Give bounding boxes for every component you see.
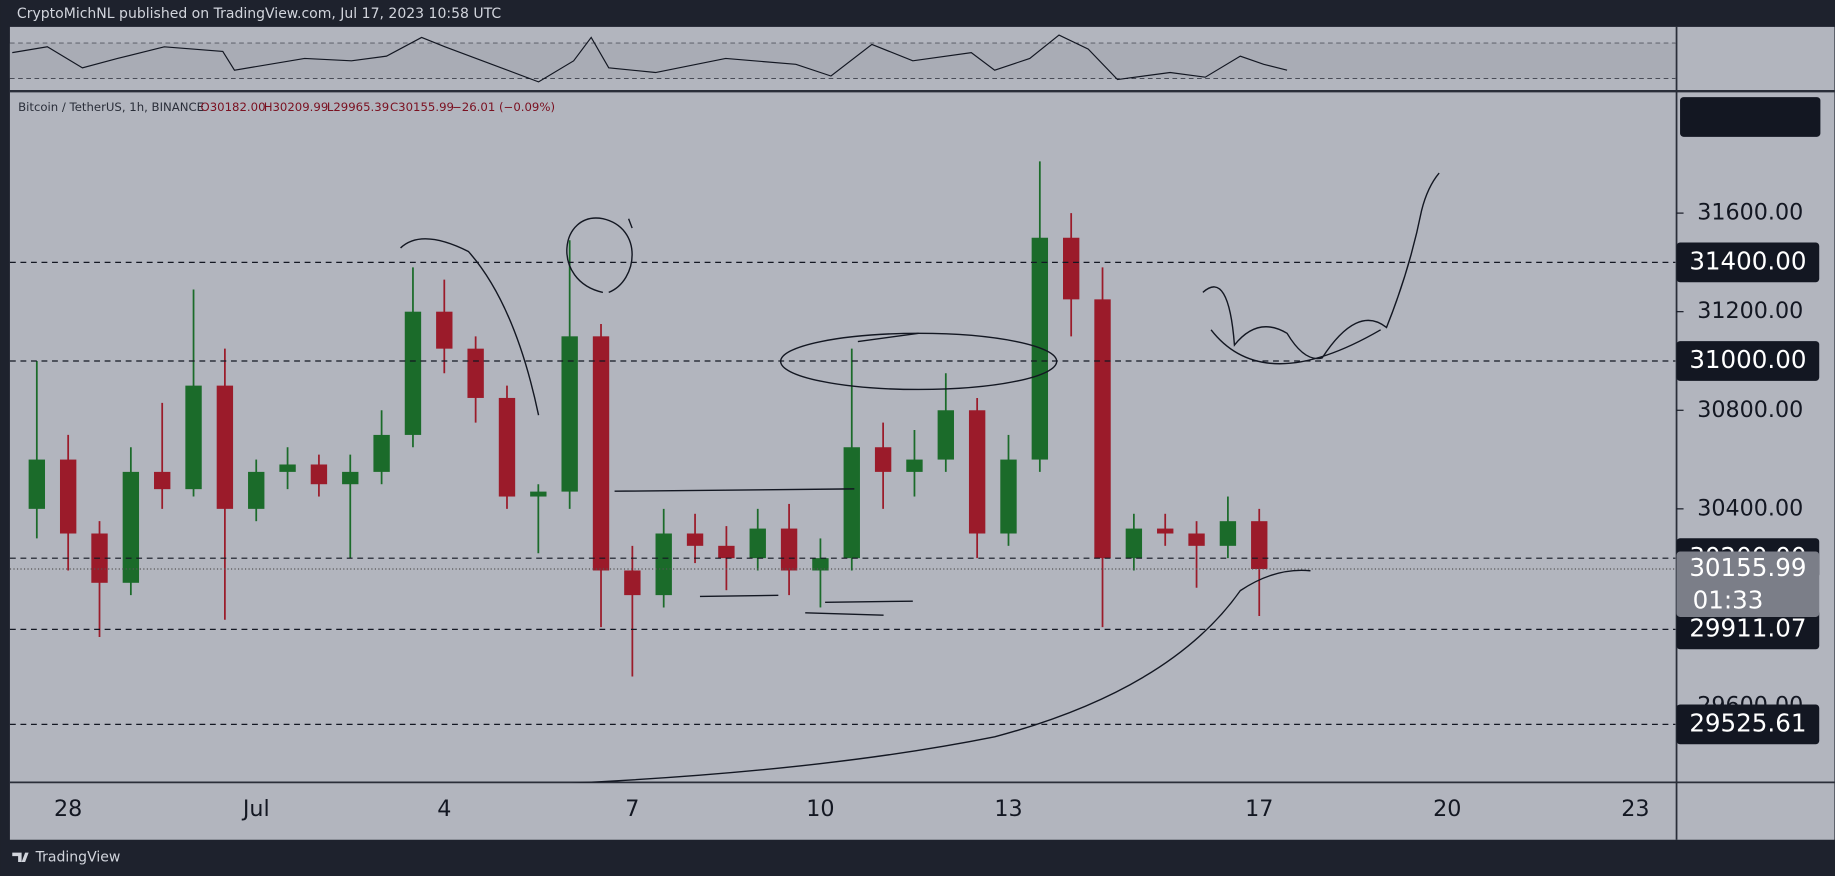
candle-body: [718, 545, 735, 559]
drawing: [400, 238, 540, 416]
candle-body: [1000, 459, 1017, 534]
candle-body: [1094, 299, 1111, 559]
publisher-note: CryptoMichNL published on TradingView.co…: [17, 6, 501, 22]
x-tick-label: 7: [625, 796, 639, 822]
level-label: 31000.00: [1689, 345, 1806, 374]
last-price-label: 30155.99: [1689, 553, 1806, 582]
drawing: [571, 172, 1440, 783]
plot: [28, 161, 1268, 677]
x-tick-label: 10: [806, 796, 834, 822]
x-tick-label: 23: [1621, 796, 1649, 822]
candle-body: [655, 533, 672, 596]
candle-body: [216, 385, 234, 509]
drawings: [400, 172, 1440, 783]
legend: Bitcoin / TetherUS, 1h, BINANCE O30182.0…: [18, 100, 555, 114]
oscillator-pane: [9, 34, 1676, 83]
chart-area: [9, 26, 1835, 840]
legend-symbol: Bitcoin / TetherUS, 1h, BINANCE: [18, 100, 204, 114]
candle-body: [279, 464, 296, 472]
last-price-box: [1676, 551, 1820, 617]
osc-line: [12, 34, 1288, 83]
candle-body: [59, 459, 77, 534]
candle-body: [624, 570, 641, 596]
candle-body: [1062, 237, 1080, 300]
legend-open: O30182.00: [201, 100, 266, 114]
y-tick-label: 30400.00: [1697, 495, 1803, 521]
candle-body: [28, 459, 46, 509]
countdown: 01:33: [1693, 586, 1764, 615]
legend-low: L29965.39: [327, 100, 389, 114]
candle-body: [248, 471, 265, 509]
candle-body: [874, 447, 892, 472]
candle-body: [561, 336, 578, 492]
level-label: 29911.07: [1689, 613, 1806, 642]
candle-body: [1188, 533, 1205, 546]
level-label: 29525.61: [1689, 708, 1806, 737]
brand: TradingView: [35, 849, 121, 865]
candle-body: [968, 410, 986, 534]
candle-body: [1125, 528, 1143, 559]
level-box: [1676, 242, 1820, 283]
drawing: [614, 488, 913, 616]
candle-body: [342, 471, 359, 485]
indicator-box: [1680, 97, 1821, 137]
x-tick-label: 13: [994, 796, 1022, 822]
candle-body: [686, 533, 704, 546]
x-tick-label: 28: [54, 796, 82, 822]
candle-body: [530, 491, 547, 497]
x-tick-label: Jul: [241, 796, 270, 822]
brand-logo: [12, 852, 29, 862]
legend-change: −26.01 (−0.09%): [452, 100, 555, 114]
candle-body: [780, 528, 798, 571]
candle-body: [185, 385, 202, 490]
candle-body: [906, 459, 923, 472]
candle-body: [937, 410, 954, 460]
x-tick-label: 17: [1245, 796, 1273, 822]
candle-body: [812, 558, 829, 571]
candle-body: [122, 471, 140, 583]
y-tick-label: 31600.00: [1697, 200, 1803, 226]
y-tick-label: 31200.00: [1697, 298, 1803, 324]
x-tick-label: 4: [437, 796, 451, 822]
candle-body: [749, 528, 766, 559]
y-tick-label: 30800.00: [1697, 397, 1803, 423]
candle-body: [467, 348, 484, 398]
candle-body: [404, 311, 422, 435]
candle-body: [310, 464, 328, 485]
level-box: [1676, 341, 1820, 381]
x-tick-label: 20: [1433, 796, 1461, 822]
level-box: [1676, 609, 1820, 650]
level-label: 31400.00: [1689, 246, 1806, 275]
candle-body: [1251, 521, 1268, 569]
candle-body: [436, 311, 453, 349]
candle-body: [592, 336, 610, 571]
candle-body: [1157, 528, 1174, 534]
legend-high: H30209.99: [264, 100, 329, 114]
level-box: [1676, 704, 1820, 745]
osc-fill: [9, 43, 1676, 79]
candle-body: [843, 447, 860, 559]
drawing: [566, 217, 633, 294]
candle-body: [373, 434, 390, 472]
candle-body: [154, 471, 171, 490]
legend-close: C30155.99: [390, 100, 454, 114]
candle-body: [1219, 521, 1237, 546]
candle-body: [498, 397, 516, 497]
